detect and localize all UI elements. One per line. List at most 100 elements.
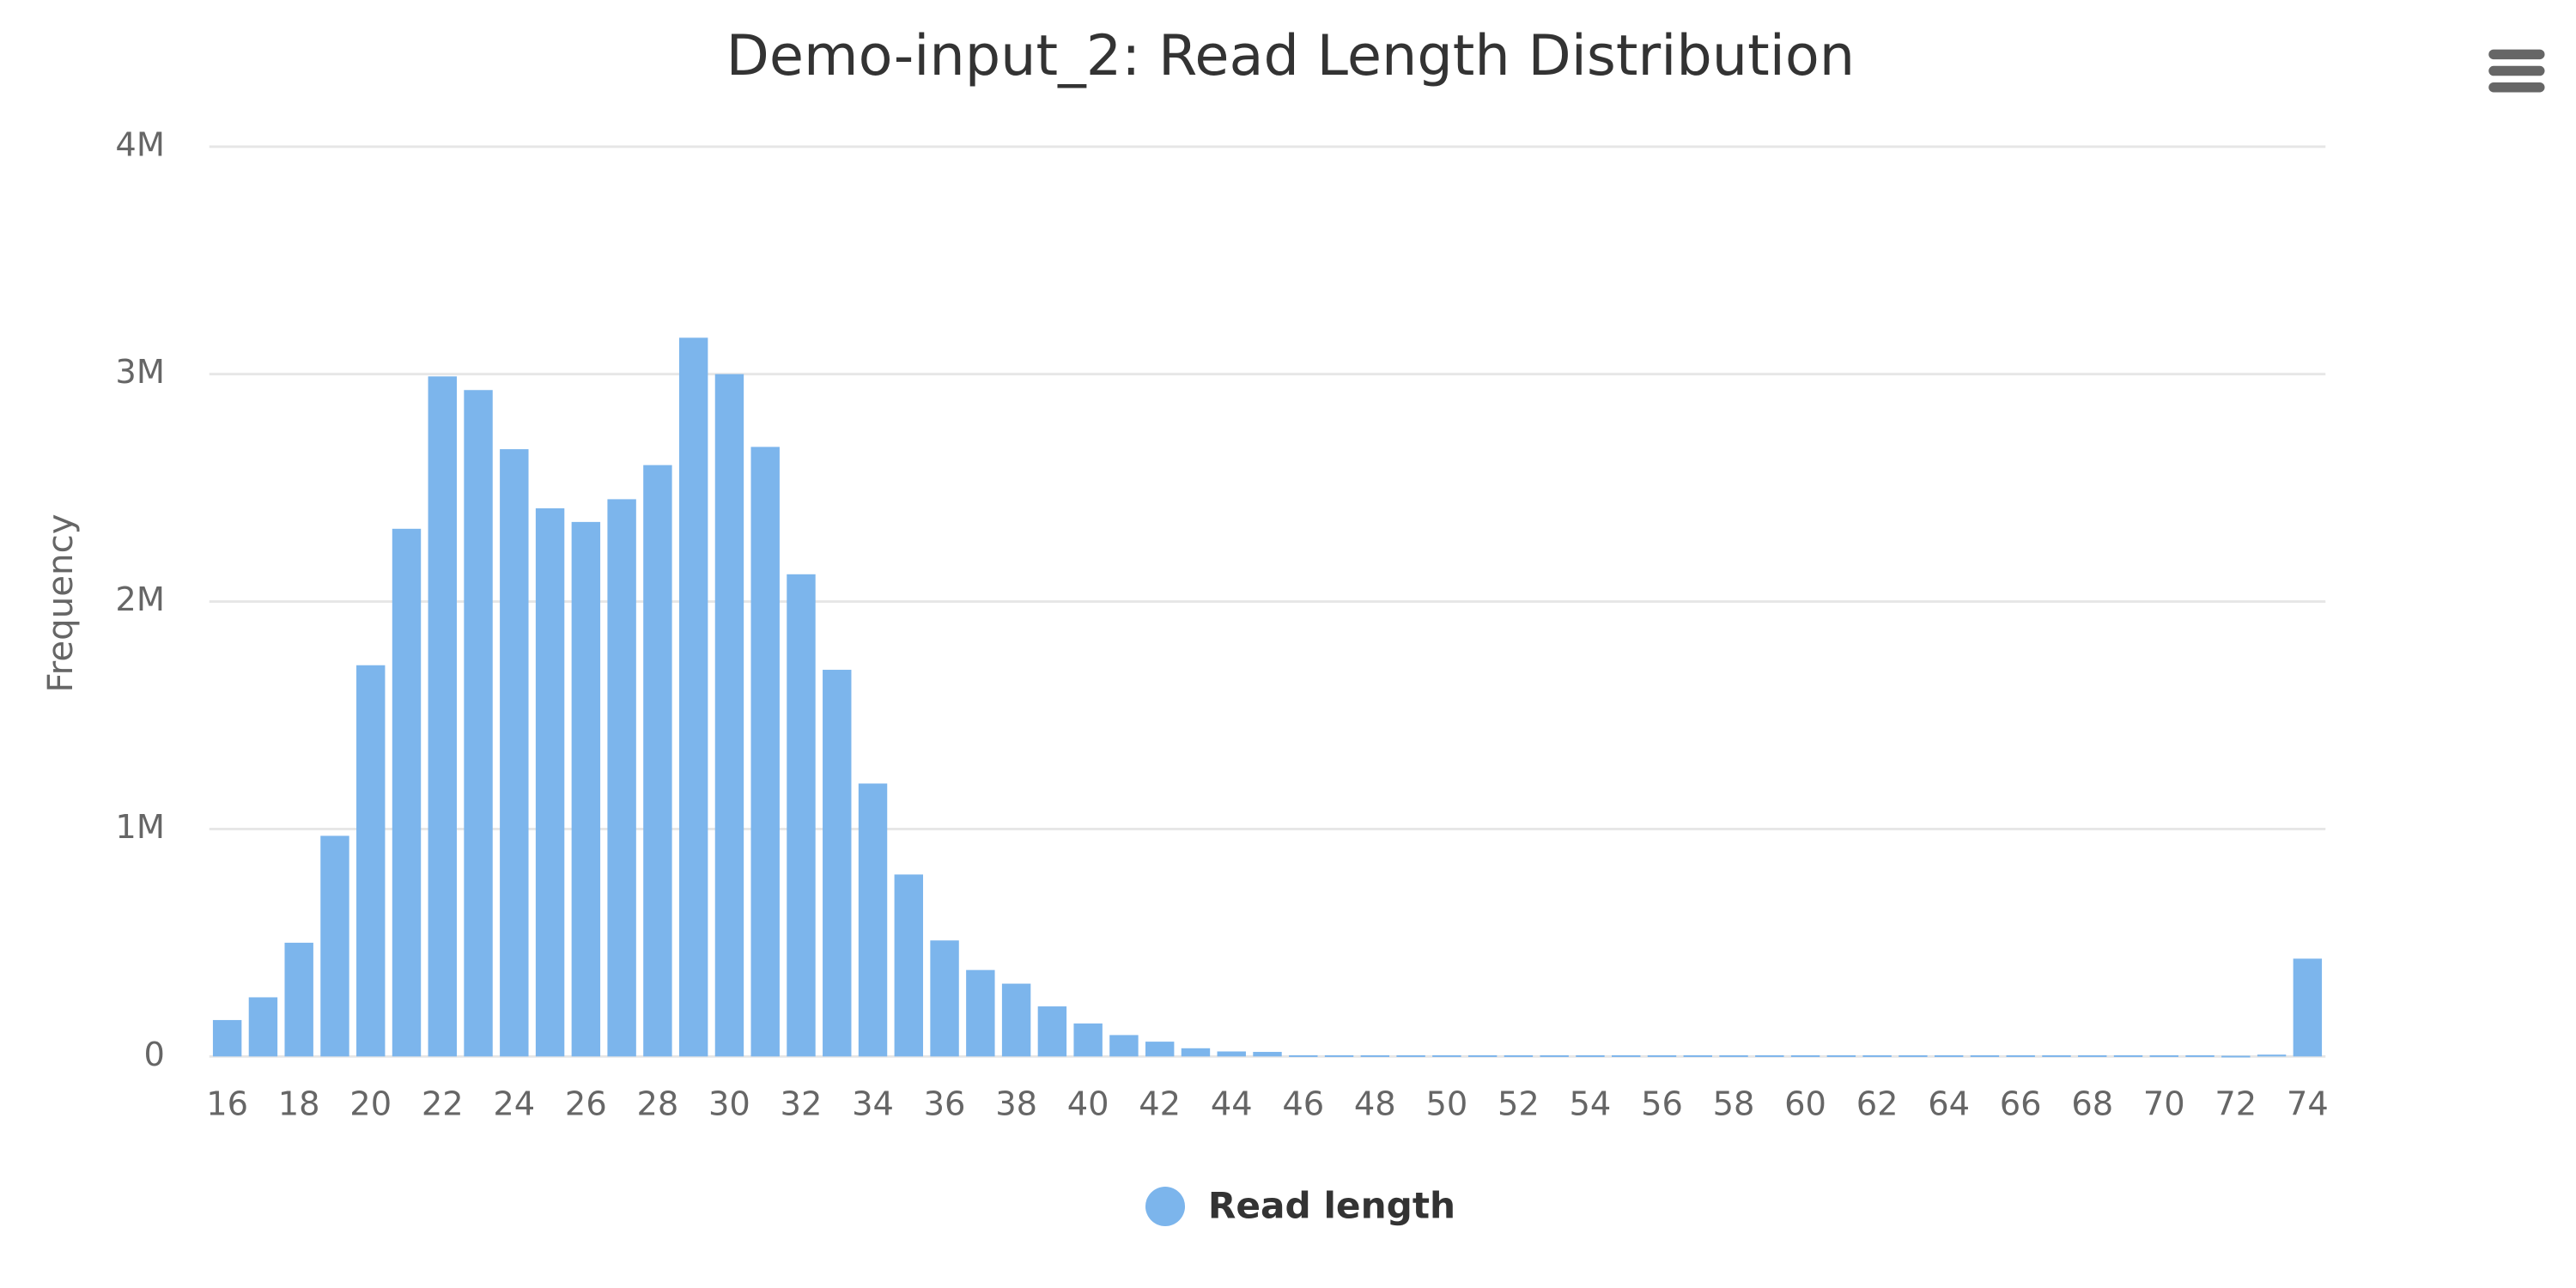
x-tick-label: 32 — [781, 1084, 823, 1123]
y-tick-label: 2M — [115, 580, 165, 619]
x-tick-label: 44 — [1211, 1084, 1253, 1123]
legend-label: Read length — [1208, 1184, 1455, 1226]
bar — [2149, 1055, 2178, 1057]
menu-bar[interactable] — [2488, 65, 2545, 76]
bar — [2185, 1055, 2215, 1057]
bar — [1647, 1055, 1677, 1057]
x-tick-label: 68 — [2071, 1084, 2113, 1123]
bar — [1862, 1055, 1892, 1057]
bar — [571, 521, 601, 1057]
x-tick-label: 58 — [1713, 1084, 1755, 1123]
bar — [1253, 1052, 1282, 1057]
bar — [787, 574, 816, 1057]
x-tick-label: 34 — [852, 1084, 894, 1123]
bar — [1683, 1055, 1712, 1057]
menu-button[interactable] — [2488, 49, 2545, 93]
x-tick-label: 22 — [422, 1084, 464, 1123]
x-tick-label: 28 — [636, 1084, 678, 1123]
x-tick-label: 18 — [278, 1084, 320, 1123]
bar — [2221, 1055, 2251, 1058]
bar — [1719, 1055, 1748, 1057]
bar — [1432, 1055, 1461, 1057]
bar — [500, 449, 529, 1057]
bar — [1109, 1035, 1139, 1057]
bar — [714, 374, 744, 1057]
x-tick-label: 56 — [1641, 1084, 1683, 1123]
bar — [2113, 1055, 2143, 1057]
x-tick-label: 48 — [1354, 1084, 1396, 1123]
x-tick-label: 60 — [1784, 1084, 1826, 1123]
bar — [1217, 1051, 1246, 1057]
x-tick-label: 50 — [1425, 1084, 1467, 1123]
bar — [1467, 1055, 1498, 1057]
bar — [1826, 1055, 1856, 1057]
bar — [858, 783, 888, 1057]
bar — [1540, 1055, 1569, 1057]
bar — [1145, 1042, 1175, 1057]
bar — [1790, 1055, 1820, 1057]
bar — [1037, 1006, 1067, 1057]
bar — [2042, 1055, 2071, 1057]
bar — [356, 665, 386, 1057]
x-tick-label: 62 — [1856, 1084, 1899, 1123]
legend-marker — [1145, 1186, 1186, 1227]
x-tick-label: 70 — [2143, 1084, 2185, 1123]
bar — [930, 940, 959, 1057]
bar — [1073, 1023, 1103, 1057]
bar — [464, 390, 493, 1057]
y-tick-label: 1M — [115, 808, 165, 847]
x-tick-label: 72 — [2215, 1084, 2257, 1123]
bar — [1324, 1055, 1354, 1057]
x-tick-label: 46 — [1282, 1084, 1324, 1123]
bar — [1001, 983, 1031, 1057]
bar — [428, 376, 457, 1057]
bar — [1970, 1055, 2000, 1057]
x-tick-label: 74 — [2287, 1084, 2329, 1123]
x-tick-label: 66 — [2000, 1084, 2042, 1123]
bar — [535, 507, 565, 1057]
bar — [1396, 1055, 1425, 1057]
x-tick-label: 24 — [493, 1084, 535, 1123]
x-tick-label: 64 — [1928, 1084, 1970, 1123]
bar — [2006, 1055, 2035, 1057]
y-tick-label: 3M — [115, 353, 165, 392]
y-tick-label: 4M — [115, 125, 165, 164]
x-tick-label: 52 — [1498, 1084, 1540, 1123]
bar — [1934, 1055, 1964, 1057]
x-tick-label: 42 — [1139, 1084, 1181, 1123]
bar — [643, 465, 672, 1057]
bar — [1360, 1055, 1390, 1057]
bar — [607, 499, 636, 1057]
bar — [1755, 1055, 1784, 1057]
x-tick-label: 54 — [1570, 1084, 1612, 1123]
y-tick-label: 0 — [144, 1036, 165, 1074]
bar — [1504, 1055, 1534, 1057]
chart-title: Demo-input_2: Read Length Distribution — [726, 23, 1856, 88]
y-axis-title: Frequency — [40, 513, 81, 692]
x-tick-label: 20 — [349, 1084, 392, 1123]
menu-bar[interactable] — [2488, 82, 2545, 93]
bar — [1289, 1055, 1318, 1057]
bar — [894, 874, 924, 1057]
bar — [2257, 1054, 2287, 1057]
bar — [1612, 1055, 1641, 1057]
bar — [2078, 1055, 2107, 1057]
bar — [284, 942, 313, 1057]
bar — [320, 835, 349, 1057]
bar — [966, 969, 995, 1057]
bar — [678, 337, 708, 1057]
menu-bar[interactable] — [2488, 49, 2545, 60]
bar — [823, 670, 852, 1057]
x-tick-label: 40 — [1067, 1084, 1109, 1123]
bar — [392, 528, 422, 1057]
bar — [212, 1019, 242, 1057]
x-tick-label: 16 — [206, 1084, 248, 1123]
bar — [1899, 1055, 1928, 1057]
x-tick-label: 26 — [565, 1084, 607, 1123]
bar — [1181, 1048, 1211, 1057]
bar — [1576, 1055, 1605, 1057]
bar — [2293, 958, 2323, 1057]
bar — [750, 447, 780, 1057]
